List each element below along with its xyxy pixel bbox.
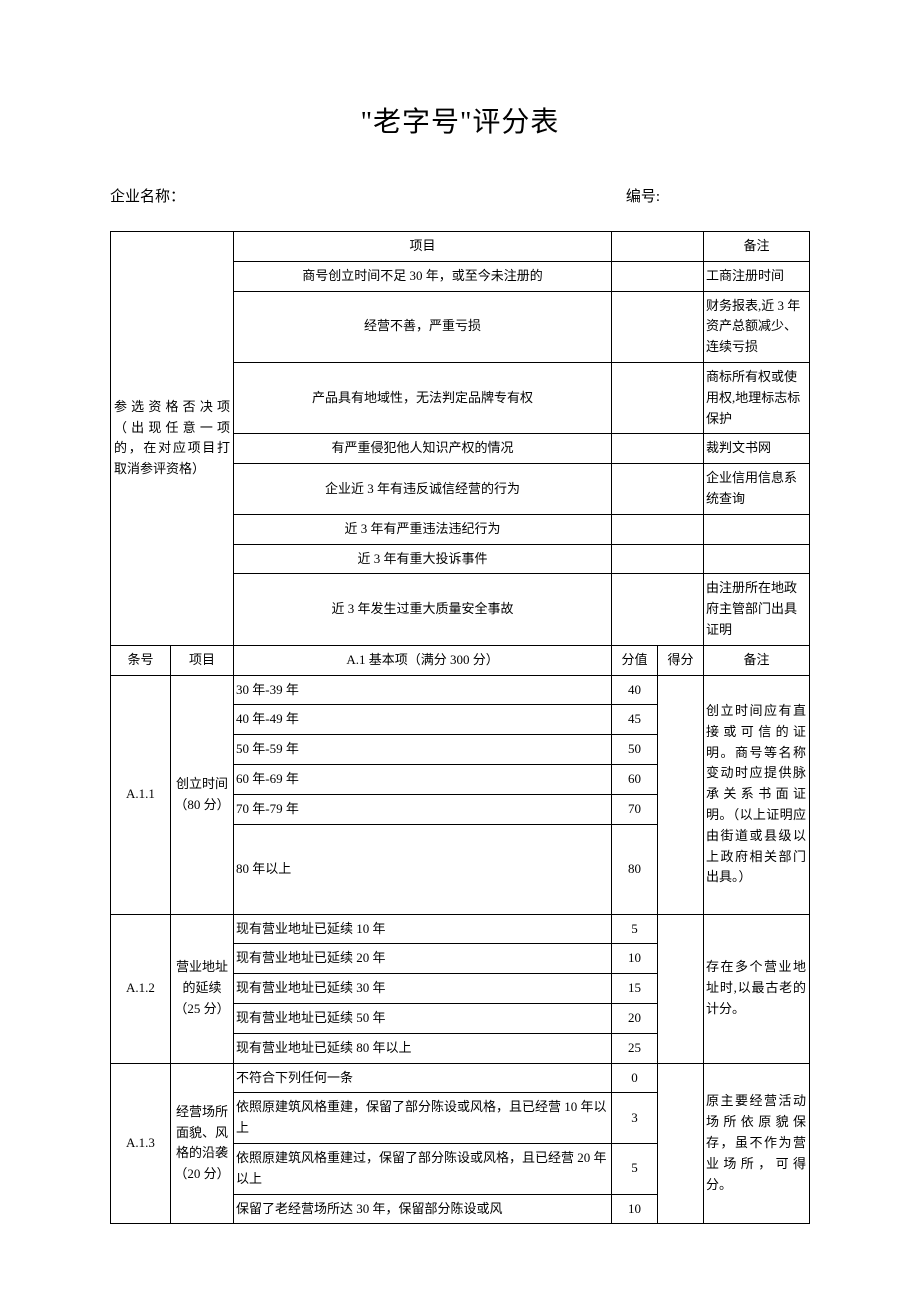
a11-desc: 80 年以上 <box>234 824 612 914</box>
dq-group-label: 参选资格否决项（出现任意一项的，在对应项目打取消参评资格） <box>111 232 234 646</box>
dq-blank <box>612 434 704 464</box>
table-row-a11: A.1.1 创立时间（80 分） 30 年-39 年 40 创立时间应有直接或可… <box>111 675 810 705</box>
dq-desc: 有严重侵犯他人知识产权的情况 <box>234 434 612 464</box>
dq-desc: 商号创立时间不足 30 年，或至今未注册的 <box>234 261 612 291</box>
a11-val: 45 <box>612 705 658 735</box>
dq-remark <box>704 514 810 544</box>
a12-score <box>658 914 704 1063</box>
dq-desc: 近 3 年有重大投诉事件 <box>234 544 612 574</box>
dq-blank <box>612 261 704 291</box>
dq-blank <box>612 574 704 645</box>
head-idx: 条号 <box>111 645 171 675</box>
a11-score <box>658 675 704 914</box>
a13-item: 经营场所面貌、风格的沿袭（20 分） <box>171 1063 234 1224</box>
a11-val: 60 <box>612 764 658 794</box>
page-title: "老字号"评分表 <box>110 100 810 140</box>
dq-remark: 裁判文书网 <box>704 434 810 464</box>
a11-desc: 30 年-39 年 <box>234 675 612 705</box>
table-row-a12: A.1.2 营业地址的延续（25 分） 现有营业地址已延续 10 年 5 存在多… <box>111 914 810 944</box>
a13-desc: 不符合下列任何一条 <box>234 1063 612 1093</box>
a12-desc: 现有营业地址已延续 80 年以上 <box>234 1033 612 1063</box>
head-remark: 备注 <box>704 645 810 675</box>
a13-val: 10 <box>612 1194 658 1224</box>
a12-desc: 现有营业地址已延续 10 年 <box>234 914 612 944</box>
form-header: 企业名称： 编号: <box>110 185 810 206</box>
head-score: 得分 <box>658 645 704 675</box>
scoring-table: 参选资格否决项（出现任意一项的，在对应项目打取消参评资格） 项目 备注 商号创立… <box>110 231 810 1224</box>
a12-remark: 存在多个营业地址时,以最古老的计分。 <box>704 914 810 1063</box>
dq-head-blank <box>612 232 704 262</box>
a12-val: 10 <box>612 944 658 974</box>
a13-desc: 保留了老经营场所达 30 年，保留部分陈设或风 <box>234 1194 612 1224</box>
dq-head-project: 项目 <box>234 232 612 262</box>
dq-desc: 产品具有地域性，无法判定品牌专有权 <box>234 362 612 433</box>
dq-head-remark: 备注 <box>704 232 810 262</box>
dq-desc: 近 3 年有严重违法违纪行为 <box>234 514 612 544</box>
a11-idx: A.1.1 <box>111 675 171 914</box>
a11-val: 80 <box>612 824 658 914</box>
dq-blank <box>612 362 704 433</box>
dq-header-row: 参选资格否决项（出现任意一项的，在对应项目打取消参评资格） 项目 备注 <box>111 232 810 262</box>
a13-desc: 依照原建筑风格重建过，保留了部分陈设或风格，且已经营 20 年以上 <box>234 1143 612 1194</box>
a11-desc: 60 年-69 年 <box>234 764 612 794</box>
a11-desc: 50 年-59 年 <box>234 735 612 765</box>
a12-desc: 现有营业地址已延续 20 年 <box>234 944 612 974</box>
a12-val: 15 <box>612 974 658 1004</box>
a11-val: 70 <box>612 794 658 824</box>
a11-item: 创立时间（80 分） <box>171 675 234 914</box>
a11-desc: 70 年-79 年 <box>234 794 612 824</box>
dq-remark: 商标所有权或使用权,地理标志标保护 <box>704 362 810 433</box>
a13-score <box>658 1063 704 1224</box>
a12-val: 5 <box>612 914 658 944</box>
a13-remark: 原主要经营活动场所依原貌保存，虽不作为营业场所，可得分。 <box>704 1063 810 1224</box>
a11-desc: 40 年-49 年 <box>234 705 612 735</box>
dq-desc: 近 3 年发生过重大质量安全事故 <box>234 574 612 645</box>
dq-blank <box>612 291 704 362</box>
head-section: A.1 基本项（满分 300 分） <box>234 645 612 675</box>
company-name-label: 企业名称： <box>110 185 185 206</box>
basic-header-row: 条号 项目 A.1 基本项（满分 300 分） 分值 得分 备注 <box>111 645 810 675</box>
head-val: 分值 <box>612 645 658 675</box>
dq-remark: 企业信用信息系统查询 <box>704 464 810 515</box>
dq-desc: 企业近 3 年有违反诚信经营的行为 <box>234 464 612 515</box>
dq-remark: 财务报表,近 3 年资产总额减少、连续亏损 <box>704 291 810 362</box>
dq-desc: 经营不善，严重亏损 <box>234 291 612 362</box>
a11-val: 40 <box>612 675 658 705</box>
a12-idx: A.1.2 <box>111 914 171 1063</box>
dq-blank <box>612 514 704 544</box>
a12-val: 20 <box>612 1003 658 1033</box>
a12-desc: 现有营业地址已延续 30 年 <box>234 974 612 1004</box>
dq-blank <box>612 544 704 574</box>
dq-remark: 工商注册时间 <box>704 261 810 291</box>
id-label: 编号: <box>626 185 660 206</box>
a13-idx: A.1.3 <box>111 1063 171 1224</box>
dq-blank <box>612 464 704 515</box>
a13-val: 3 <box>612 1093 658 1144</box>
dq-remark <box>704 544 810 574</box>
a13-desc: 依照原建筑风格重建，保留了部分陈设或风格，且已经营 10 年以上 <box>234 1093 612 1144</box>
a13-val: 5 <box>612 1143 658 1194</box>
head-item: 项目 <box>171 645 234 675</box>
a13-val: 0 <box>612 1063 658 1093</box>
a12-val: 25 <box>612 1033 658 1063</box>
a12-desc: 现有营业地址已延续 50 年 <box>234 1003 612 1033</box>
dq-remark: 由注册所在地政府主管部门出具证明 <box>704 574 810 645</box>
a11-remark: 创立时间应有直接或可信的证明。商号等名称变动时应提供脉承关系书面证明。（以上证明… <box>704 675 810 914</box>
table-row-a13: A.1.3 经营场所面貌、风格的沿袭（20 分） 不符合下列任何一条 0 原主要… <box>111 1063 810 1093</box>
a12-item: 营业地址的延续（25 分） <box>171 914 234 1063</box>
a11-val: 50 <box>612 735 658 765</box>
